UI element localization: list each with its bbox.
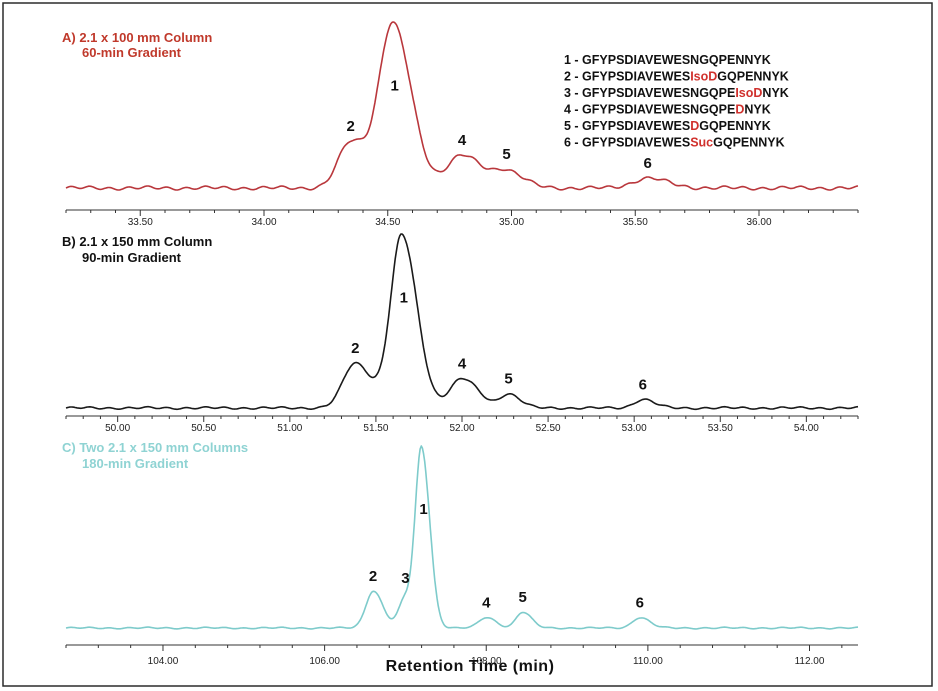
legend-entry-6: 6 - GFYPSDIAVEWESSucGQPENNYK	[564, 136, 785, 150]
x-tick-label: 110.00	[633, 656, 663, 667]
legend-entry-3: 3 - GFYPSDIAVEWESNGQPEIsoDNYK	[564, 86, 789, 100]
x-tick-label: 104.00	[148, 656, 179, 667]
panel-b-chart: 50.00 50.50 51.00 51.50 52.00 52.50 53.00 53.50…	[65, 233, 859, 434]
panel-c-subtitle: 180-min Gradient	[82, 456, 189, 471]
chromatogram-trace	[65, 233, 859, 411]
peak-label-1: 1	[419, 501, 427, 518]
legend-entry-2: 2 - GFYPSDIAVEWESIsoDGQPENNYK	[564, 70, 789, 84]
peak-label-5: 5	[518, 589, 526, 606]
x-tick-label: 36.00	[746, 217, 771, 228]
peak-label-2: 2	[369, 568, 377, 585]
panel-c-chart: 104.00 106.00 108.00 110.00 112.00 2 3 1 4 5 6	[65, 445, 859, 667]
x-tick-label: 50.00	[105, 423, 130, 434]
peak-label-6: 6	[636, 594, 644, 611]
x-tick-label: 54.00	[794, 423, 819, 434]
x-tick-label: 34.50	[375, 217, 400, 228]
peptide-legend: 1 - GFYPSDIAVEWESNGQPENNYK 2 - GFYPSDIAVE…	[564, 53, 789, 150]
x-tick-label: 53.50	[708, 423, 733, 434]
legend-entry-4: 4 - GFYPSDIAVEWESNGQPEDNYK	[564, 103, 771, 117]
x-tick-label: 50.50	[191, 423, 216, 434]
peak-label-3: 3	[401, 570, 409, 587]
panel-c-title: C) Two 2.1 x 150 mm Columns	[62, 440, 248, 455]
x-tick-label: 33.50	[128, 217, 153, 228]
x-tick-label: 52.00	[449, 423, 474, 434]
x-tick-label: 106.00	[309, 656, 340, 667]
chromatogram-trace	[65, 21, 859, 191]
x-tick-label: 35.50	[623, 217, 648, 228]
panel-a-chart: 33.50 34.00 34.50 35.00 35.50 36.00 2 1 4 5 6	[65, 21, 859, 228]
x-tick-label: 51.50	[363, 423, 388, 434]
peak-label-5: 5	[502, 146, 510, 163]
panel-a-title: A) 2.1 x 100 mm Column	[62, 30, 212, 45]
peak-label-5: 5	[504, 371, 512, 388]
x-tick-label: 52.50	[536, 423, 561, 434]
x-axis-label: Retention Time (min)	[386, 658, 555, 675]
panel-b-title: B) 2.1 x 150 mm Column	[62, 234, 212, 249]
x-tick-label: 35.00	[499, 217, 524, 228]
chromatogram-trace	[65, 445, 859, 630]
x-tick-label: 53.00	[622, 423, 647, 434]
legend-entry-1: 1 - GFYPSDIAVEWESNGQPENNYK	[564, 53, 771, 67]
peak-label-1: 1	[391, 77, 399, 94]
peak-label-2: 2	[351, 340, 359, 357]
x-tick-label: 51.00	[277, 423, 302, 434]
panel-b-subtitle: 90-min Gradient	[82, 250, 182, 265]
peak-label-4: 4	[458, 132, 467, 149]
legend-entry-5: 5 - GFYPSDIAVEWESDGQPENNYK	[564, 119, 771, 133]
peak-label-1: 1	[400, 289, 408, 306]
x-tick-label: 34.00	[251, 217, 276, 228]
peak-label-2: 2	[346, 118, 354, 135]
x-tick-label: 112.00	[795, 656, 825, 667]
x-tick-label: 108.00	[471, 656, 502, 667]
peak-label-4: 4	[482, 594, 491, 611]
peak-label-6: 6	[643, 155, 651, 172]
panel-a-subtitle: 60-min Gradient	[82, 45, 182, 60]
peak-label-6: 6	[639, 376, 647, 393]
peak-label-4: 4	[458, 356, 467, 373]
